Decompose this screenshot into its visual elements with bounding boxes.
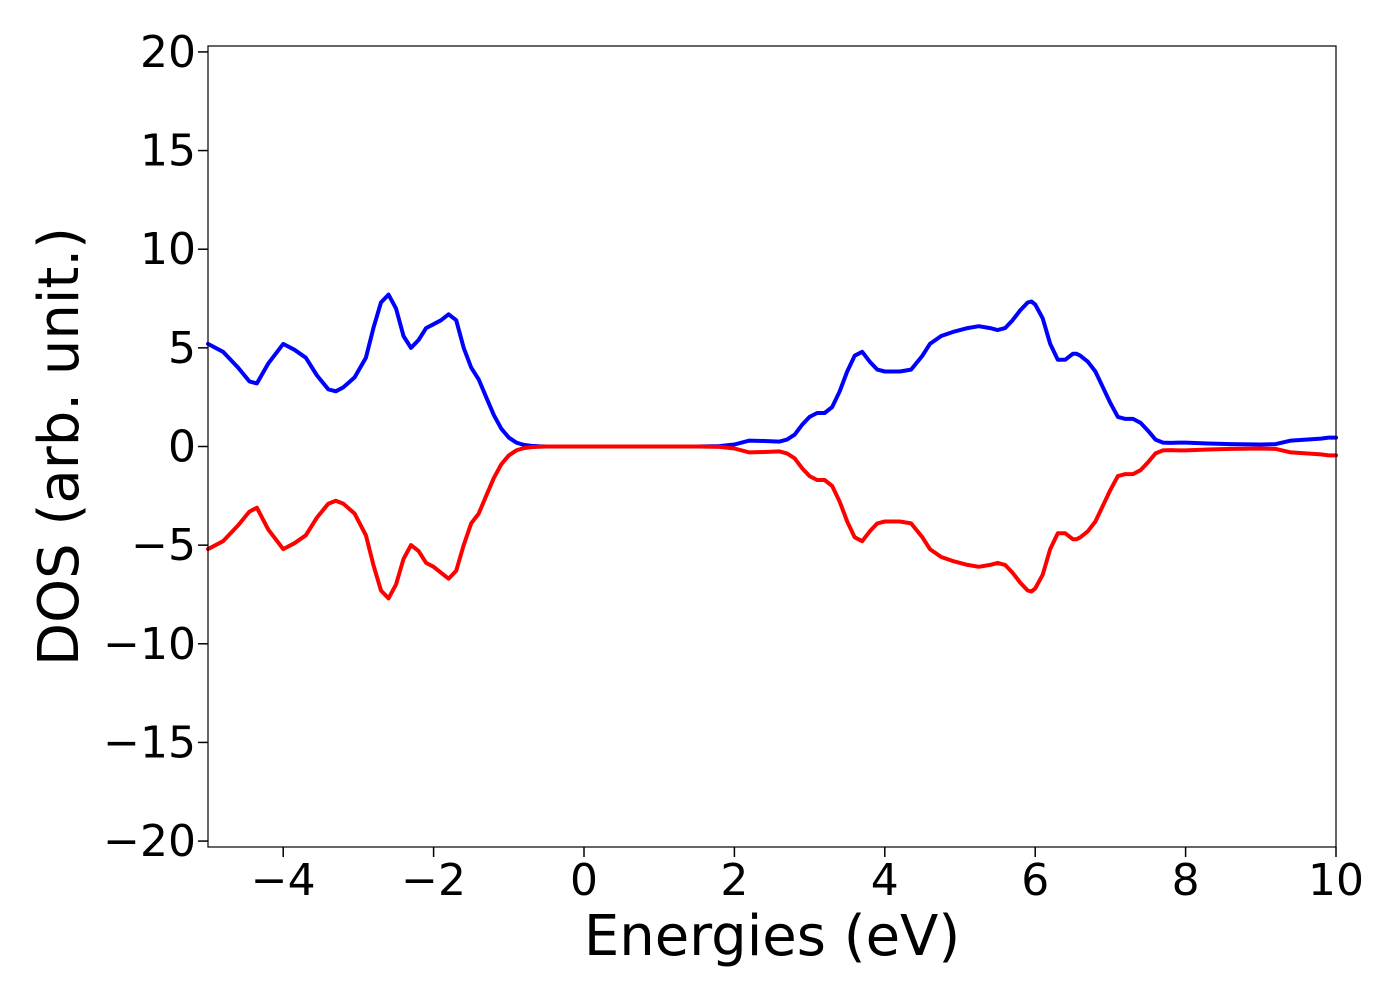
y-tick-label: 10 [140,224,196,275]
x-tick-label: 6 [1021,855,1049,906]
y-tick-label: −15 [103,717,196,768]
y-tick-label: −10 [103,619,196,670]
x-tick-label: 0 [570,855,598,906]
y-tick-label: 5 [168,323,196,374]
plot-frame [207,45,1337,848]
series-layer [206,292,1338,601]
y-axis-label: DOS (arb. unit.) [27,227,92,666]
x-axis: −4 −2 0 2 4 6 8 10 [251,847,1364,906]
dos-series-line-0 [206,292,1338,449]
dos-series-line-1 [206,444,1338,601]
y-tick-label: −20 [103,816,196,867]
x-tick-label: −2 [401,855,466,906]
x-tick-label: 4 [871,855,899,906]
x-tick-label: 2 [720,855,748,906]
y-tick-label: 20 [140,27,196,78]
x-tick-label: 8 [1172,855,1200,906]
y-tick-label: 0 [168,422,196,473]
y-axis: 20 15 10 5 0 −5 −10 −15 −20 [103,27,208,867]
y-tick-label: 15 [140,126,196,177]
y-tick-label: −5 [131,520,196,571]
x-tick-label: 10 [1308,855,1364,906]
x-axis-label: Energies (eV) [584,904,960,969]
x-tick-label: −4 [251,855,316,906]
